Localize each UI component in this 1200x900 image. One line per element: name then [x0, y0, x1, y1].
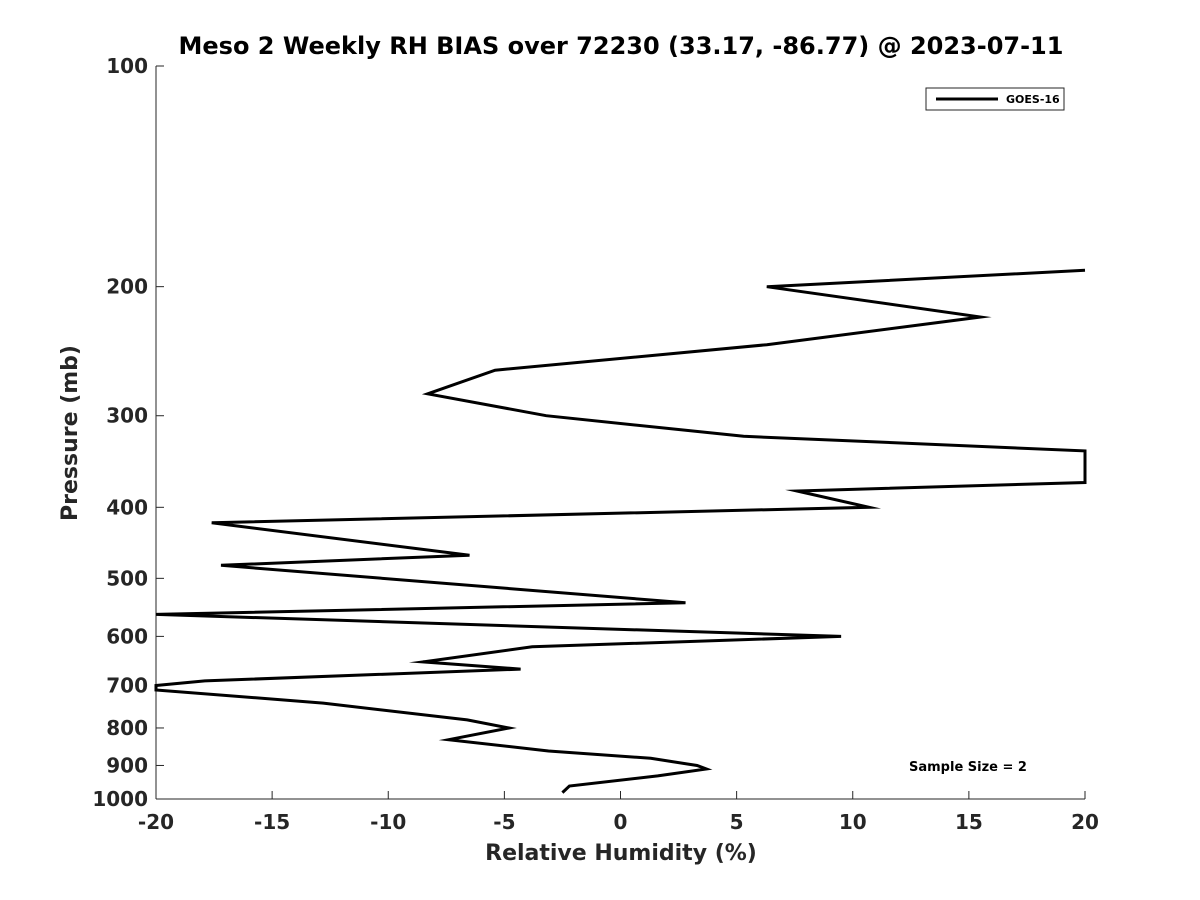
- y-tick-label: 300: [106, 404, 148, 428]
- series-layer: [154, 268, 1087, 794]
- x-tick-label: -5: [493, 810, 515, 834]
- x-tick-label: 20: [1071, 810, 1099, 834]
- axes: -20 -15 -10 -5 0 5 10 15 20 100 200 300 400 500 600 700…: [92, 54, 1099, 834]
- y-tick-label: 500: [106, 566, 148, 590]
- legend-label: GOES-16: [1006, 93, 1060, 106]
- x-tick-label: -15: [254, 810, 290, 834]
- y-tick-label: 400: [106, 495, 148, 519]
- x-tick-label: 10: [839, 810, 867, 834]
- y-axis-label: Pressure (mb): [58, 345, 83, 521]
- series-line-goes-16: [154, 268, 1087, 794]
- x-tick-label: 5: [730, 810, 744, 834]
- x-tick-label: 15: [955, 810, 983, 834]
- y-tick-label: 800: [106, 716, 148, 740]
- y-tick-label: 1000: [92, 787, 148, 811]
- y-tick-label: 100: [106, 54, 148, 78]
- y-tick-label: 200: [106, 275, 148, 299]
- legend: GOES-16: [925, 87, 1065, 111]
- x-tick-label: -20: [138, 810, 174, 834]
- chart-title: Meso 2 Weekly RH BIAS over 72230 (33.17,…: [179, 32, 1064, 60]
- y-tick-label: 900: [106, 753, 148, 777]
- x-axis-label: Relative Humidity (%): [485, 841, 757, 866]
- x-tick-label: 0: [614, 810, 628, 834]
- y-tick-label: 600: [106, 624, 148, 648]
- y-tick-label: 700: [106, 673, 148, 697]
- x-tick-label: -10: [370, 810, 406, 834]
- sample-size-annotation: Sample Size = 2: [909, 760, 1027, 775]
